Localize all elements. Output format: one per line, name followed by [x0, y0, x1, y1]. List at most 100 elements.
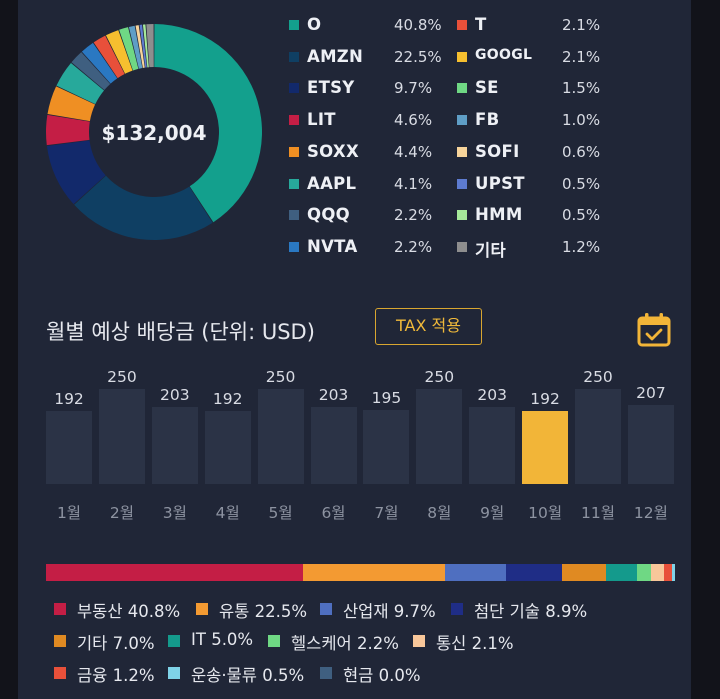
- month-value-label: 250: [265, 368, 296, 386]
- legend-swatch: [289, 178, 299, 189]
- month-bar[interactable]: [363, 409, 410, 484]
- donut-slice-10[interactable]: [119, 27, 139, 71]
- month-value-label: 203: [477, 385, 507, 404]
- legend-item[interactable]: O 40.8%: [289, 15, 449, 35]
- sector-segment[interactable]: [302, 564, 445, 581]
- legend-swatch: [289, 241, 299, 252]
- month-bar[interactable]: [204, 411, 251, 484]
- sector-swatch: [168, 667, 180, 679]
- legend-name: LIT: [307, 110, 336, 130]
- legend-swatch: [289, 20, 299, 30]
- month-label: 9월: [480, 504, 505, 522]
- sector-segment[interactable]: [664, 564, 672, 581]
- legend-pct: 0.5%: [562, 174, 601, 193]
- sector-segment[interactable]: [605, 564, 638, 581]
- donut-slice-3[interactable]: [46, 114, 90, 146]
- sector-segment[interactable]: [651, 564, 665, 581]
- donut-slice-13[interactable]: [139, 24, 147, 68]
- legend-name: UPST: [475, 173, 525, 193]
- sector-label: 부동산 40.8%: [77, 602, 181, 621]
- month-bar[interactable]: [416, 389, 463, 484]
- month-label: 3월: [162, 504, 187, 522]
- sector-segment[interactable]: [671, 564, 675, 581]
- month-bar[interactable]: [310, 406, 357, 484]
- donut-slice-1[interactable]: [74, 175, 213, 240]
- month-label: 5월: [268, 504, 293, 522]
- donut-slice-4[interactable]: [47, 86, 96, 122]
- holdings-donut-chart[interactable]: $132,004: [44, 22, 264, 242]
- legend-item[interactable]: SE 1.5%: [457, 78, 617, 98]
- legend-item[interactable]: LIT 4.6%: [289, 110, 449, 130]
- donut-slice-14[interactable]: [142, 24, 149, 68]
- legend-item[interactable]: 기타 1.2%: [457, 237, 617, 260]
- month-bar[interactable]: [522, 411, 569, 484]
- legend-pct: 22.5%: [394, 47, 442, 66]
- sector-segment[interactable]: [637, 564, 651, 581]
- sector-segment[interactable]: [505, 564, 562, 581]
- legend-pct: 2.1%: [562, 47, 601, 66]
- month-label: 1월: [56, 504, 82, 522]
- donut-slice-15[interactable]: [146, 24, 154, 68]
- legend-item[interactable]: ETSY 9.7%: [289, 78, 449, 98]
- legend-swatch: [289, 51, 299, 62]
- legend-item[interactable]: T 2.1%: [457, 15, 617, 35]
- month-bar[interactable]: [98, 389, 145, 484]
- month-bar[interactable]: [151, 406, 198, 484]
- legend-item[interactable]: SOXX 4.4%: [289, 142, 449, 162]
- legend-item[interactable]: FB 1.0%: [457, 110, 617, 130]
- month-bar[interactable]: [46, 411, 92, 484]
- donut-slice-11[interactable]: [128, 25, 143, 69]
- donut-slice-8[interactable]: [93, 35, 125, 79]
- portfolio-card: [18, 0, 691, 699]
- donut-slice-6[interactable]: [71, 52, 111, 91]
- legend-item[interactable]: NVTA 2.2%: [289, 237, 449, 257]
- donut-slice-7[interactable]: [81, 42, 118, 84]
- month-label: 6월: [321, 504, 346, 522]
- legend-pct: 2.2%: [394, 237, 433, 256]
- legend-name: QQQ: [307, 205, 350, 225]
- sector-stacked-bar: [46, 564, 675, 581]
- sector-label: 헬스케어 2.2%: [291, 634, 399, 653]
- legend-swatch: [457, 115, 467, 126]
- legend-item[interactable]: AMZN 22.5%: [289, 47, 449, 67]
- legend-item[interactable]: AAPL 4.1%: [289, 174, 449, 194]
- legend-name: SOFI: [475, 141, 520, 161]
- legend-pct: 1.0%: [562, 111, 601, 130]
- legend-item[interactable]: UPST 0.5%: [457, 174, 617, 194]
- donut-slice-2[interactable]: [46, 140, 106, 205]
- month-label: 10월: [528, 504, 563, 522]
- month-bar[interactable]: [257, 389, 304, 484]
- legend-item[interactable]: SOFI 0.6%: [457, 142, 617, 162]
- tax-apply-button[interactable]: TAX 적용: [375, 308, 482, 345]
- legend-item[interactable]: QQQ 2.2%: [289, 205, 449, 225]
- sector-segment[interactable]: [444, 564, 506, 581]
- donut-slice-9[interactable]: [105, 30, 133, 74]
- donut-slice-5[interactable]: [56, 62, 105, 105]
- sector-label: 통신 2.1%: [436, 634, 514, 653]
- legend-name: SOXX: [307, 141, 359, 161]
- sector-swatch: [54, 635, 66, 647]
- sector-swatch: [320, 667, 332, 679]
- donut-slice-0[interactable]: [154, 24, 262, 223]
- legend-item[interactable]: HMM 0.5%: [457, 205, 617, 225]
- legend-name: T: [475, 15, 487, 34]
- donut-slice-12[interactable]: [135, 25, 145, 68]
- sector-segment[interactable]: [561, 564, 606, 581]
- portfolio-total: $132,004: [101, 121, 206, 145]
- month-bar[interactable]: [627, 405, 674, 484]
- legend-pct: 1.2%: [562, 237, 601, 256]
- sector-segment[interactable]: [46, 564, 303, 581]
- sector-swatch: [320, 603, 332, 615]
- legend-swatch: [457, 146, 467, 157]
- legend-pct: 4.1%: [394, 174, 433, 193]
- month-value-label: 192: [530, 390, 560, 408]
- legend-name: NVTA: [307, 236, 358, 256]
- legend-item[interactable]: GOOGL 2.1%: [457, 47, 617, 67]
- month-bar[interactable]: [469, 406, 516, 484]
- month-bar[interactable]: [575, 389, 621, 484]
- calendar-check-icon[interactable]: [636, 312, 672, 348]
- sector-swatch: [268, 635, 280, 647]
- month-label: 12월: [633, 504, 668, 522]
- sector-swatch: [196, 603, 208, 615]
- sector-label: 첨단 기술 8.9%: [474, 602, 588, 621]
